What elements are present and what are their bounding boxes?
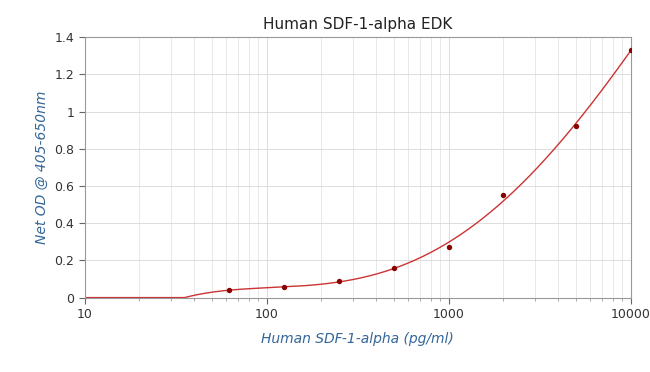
Title: Human SDF-1-alpha EDK: Human SDF-1-alpha EDK [263, 17, 452, 32]
Point [443, 244, 454, 250]
Point [625, 47, 636, 53]
Point [279, 284, 289, 290]
Point [571, 124, 581, 129]
Point [333, 278, 344, 284]
Point [389, 265, 399, 271]
Point [498, 192, 508, 198]
Y-axis label: Net OD @ 405-650nm: Net OD @ 405-650nm [34, 91, 49, 244]
X-axis label: Human SDF-1-alpha (pg/ml): Human SDF-1-alpha (pg/ml) [261, 332, 454, 346]
Point [224, 287, 235, 293]
